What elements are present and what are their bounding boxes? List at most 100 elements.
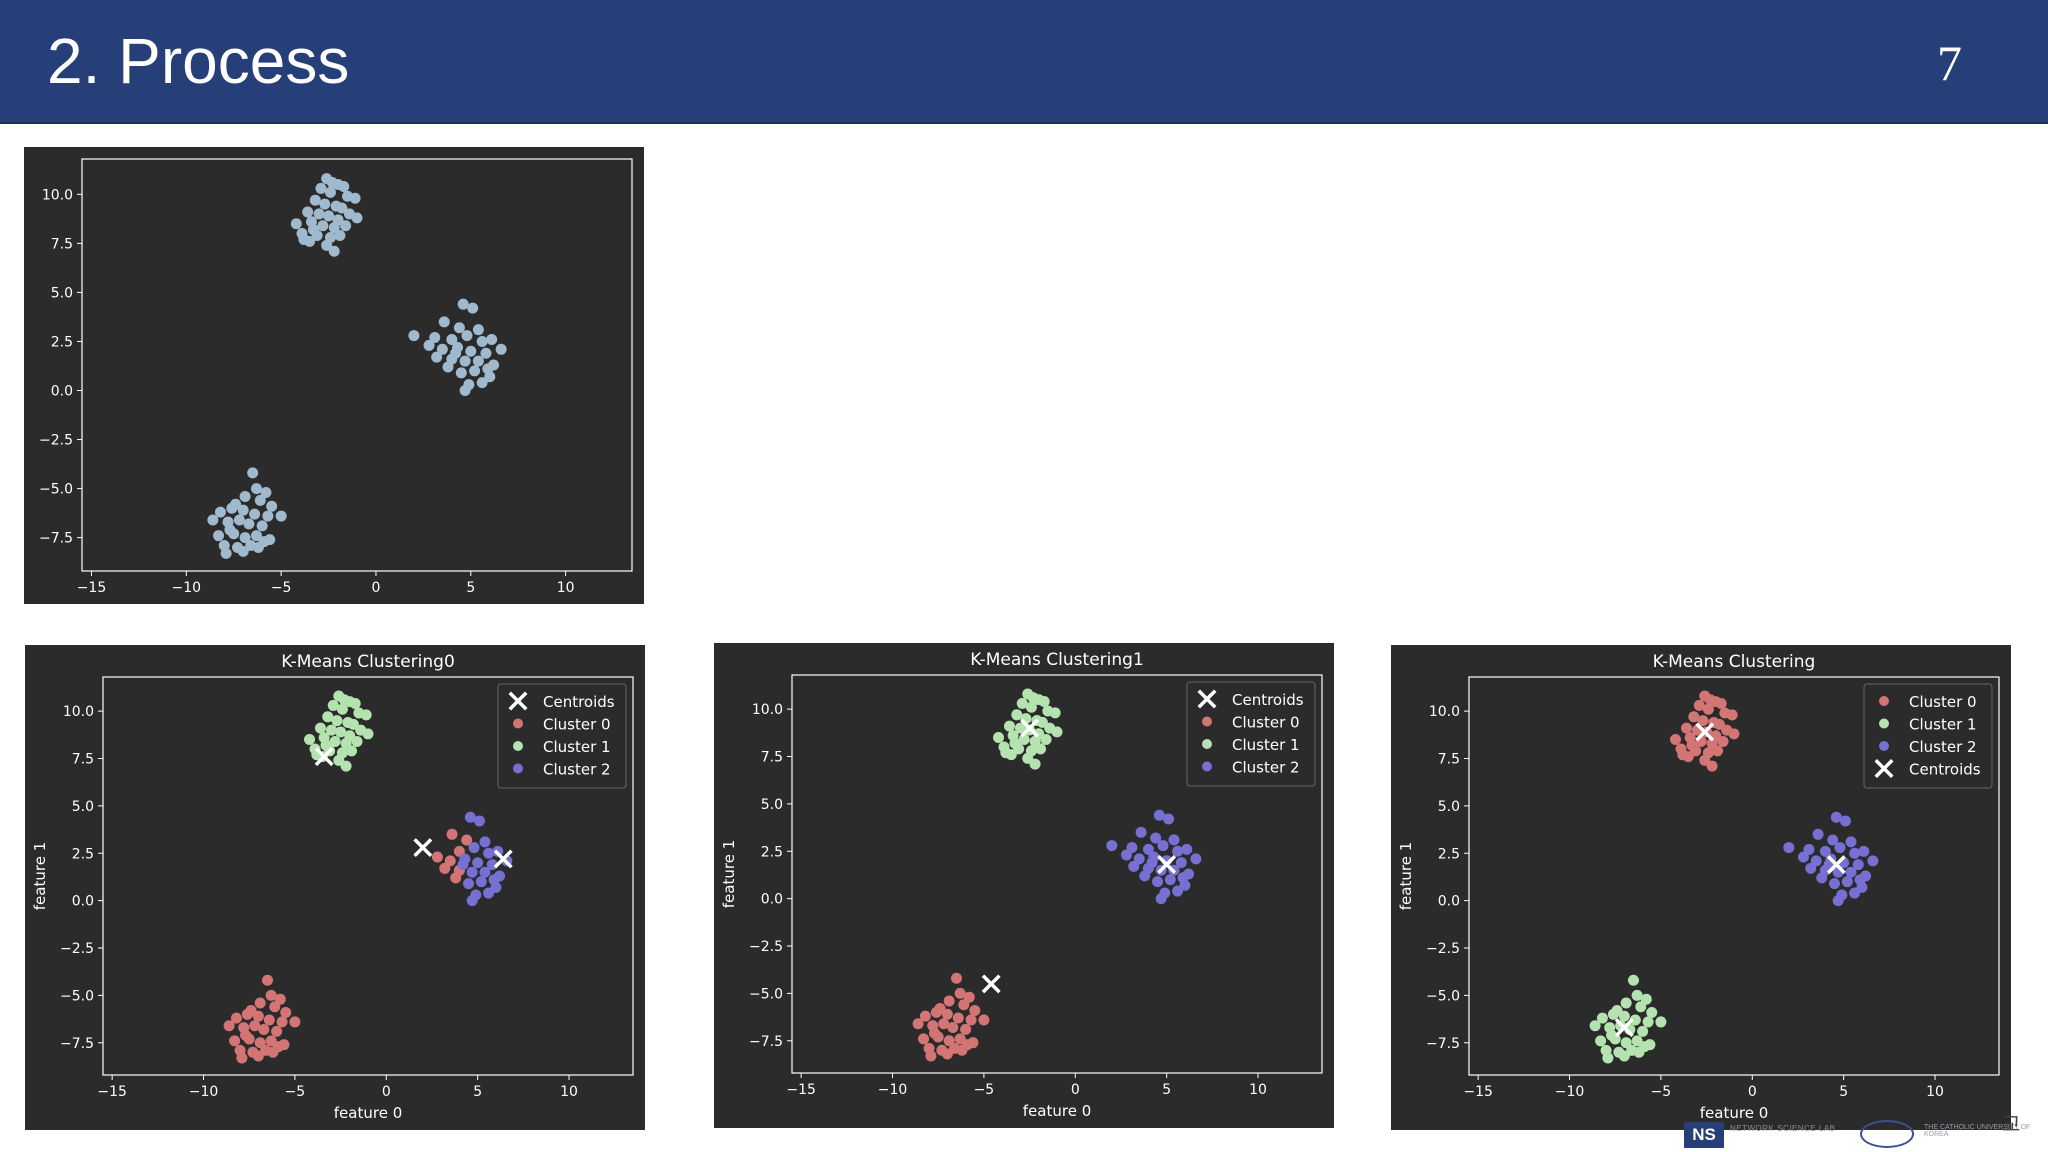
x-tick-label: 0 [1748,1084,1757,1100]
data-point [1642,1016,1654,1028]
data-point [290,218,302,230]
centroid-marker [508,691,528,711]
data-point [1715,698,1727,710]
legend-label: Cluster 0 [1909,693,1977,711]
data-point [249,508,261,520]
data-point [1633,1046,1645,1058]
data-point [1190,853,1202,865]
data-point [237,545,249,557]
data-point [457,298,469,310]
data-point [941,1048,953,1060]
data-point [247,467,259,479]
data-point [495,343,507,355]
legend-label: Centroids [1909,761,1981,779]
data-point [1126,841,1138,853]
data-point [336,703,348,715]
chart-title: K-Means Clustering0 [281,652,455,672]
data-point [322,711,334,723]
data-point [325,724,337,736]
data-point [482,363,494,375]
data-point [233,514,245,526]
data-point [223,1020,235,1032]
legend-label: Cluster 1 [1232,736,1300,754]
centroid-marker [493,849,513,869]
data-point [963,991,975,1003]
data-point [1829,878,1841,890]
data-point [315,182,327,194]
data-point [334,230,346,242]
data-point [1172,845,1184,857]
data-point [254,1037,266,1049]
x-tick-label: −15 [97,1084,127,1100]
data-point [442,361,454,373]
data-point [1181,843,1193,855]
data-point [1702,703,1714,715]
data-point [1142,843,1154,855]
data-point [459,355,471,367]
data-point [351,212,363,224]
legend-swatch [513,718,523,729]
data-point [250,483,262,495]
data-point [340,220,352,232]
data-point [213,530,225,542]
x-tick-label: −5 [1651,1084,1672,1100]
data-point [226,502,238,514]
data-point [349,192,361,204]
data-point [335,726,347,738]
data-point [465,345,477,357]
lab-logo-text: NETWORK SCIENCE LAB [1730,1124,1836,1133]
data-point [1150,832,1162,844]
data-point [362,728,374,740]
x-tick-label: 5 [1162,1082,1171,1098]
plot-frame [102,676,634,1076]
data-point [338,180,350,192]
data-point [1009,737,1021,749]
data-point [978,1014,990,1026]
plot-frame [81,158,633,572]
x-axis-label: feature 0 [1700,1104,1768,1122]
data-point [476,335,488,347]
legend-label: Cluster 2 [1909,738,1977,756]
data-point [431,851,443,863]
data-point [483,887,495,899]
data-point [304,734,316,746]
footer-logos: NS NETWORK SCIENCE LAB THE CATHOLIC UNIV… [1680,1108,2040,1152]
data-point [1854,874,1866,886]
data-point [1849,847,1861,859]
data-point [450,872,462,884]
data-point [450,347,462,359]
data-point [252,1010,264,1022]
data-point [1832,895,1844,907]
legend-swatch [513,741,523,751]
y-tick-label: 7.5 [51,236,73,252]
centroid-marker [1197,689,1217,709]
x-tick-label: 5 [466,580,475,596]
data-point [466,866,478,878]
data-point [329,735,341,747]
y-tick-label: −5.0 [749,986,783,1002]
data-point [444,855,456,867]
data-point [958,999,970,1011]
data-point [1051,726,1063,738]
x-tick-label: −10 [172,580,202,596]
data-point [1011,709,1023,721]
data-point [321,239,333,251]
data-point [486,333,498,345]
data-point [475,876,487,888]
data-point [262,510,274,522]
data-point [331,715,343,727]
data-point [473,815,485,827]
legend-label: Cluster 1 [543,738,611,756]
data-point [250,530,262,542]
y-tick-label: −5.0 [39,482,73,498]
x-tick-label: 5 [473,1084,482,1100]
data-point [480,347,492,359]
y-tick-label: 10.0 [1429,704,1460,720]
data-point [332,214,344,226]
data-point [328,245,340,257]
data-point [453,845,465,857]
data-point [1029,758,1041,770]
y-axis-label: feature 1 [720,840,738,908]
data-point [969,1004,981,1016]
data-point [1620,1037,1632,1049]
